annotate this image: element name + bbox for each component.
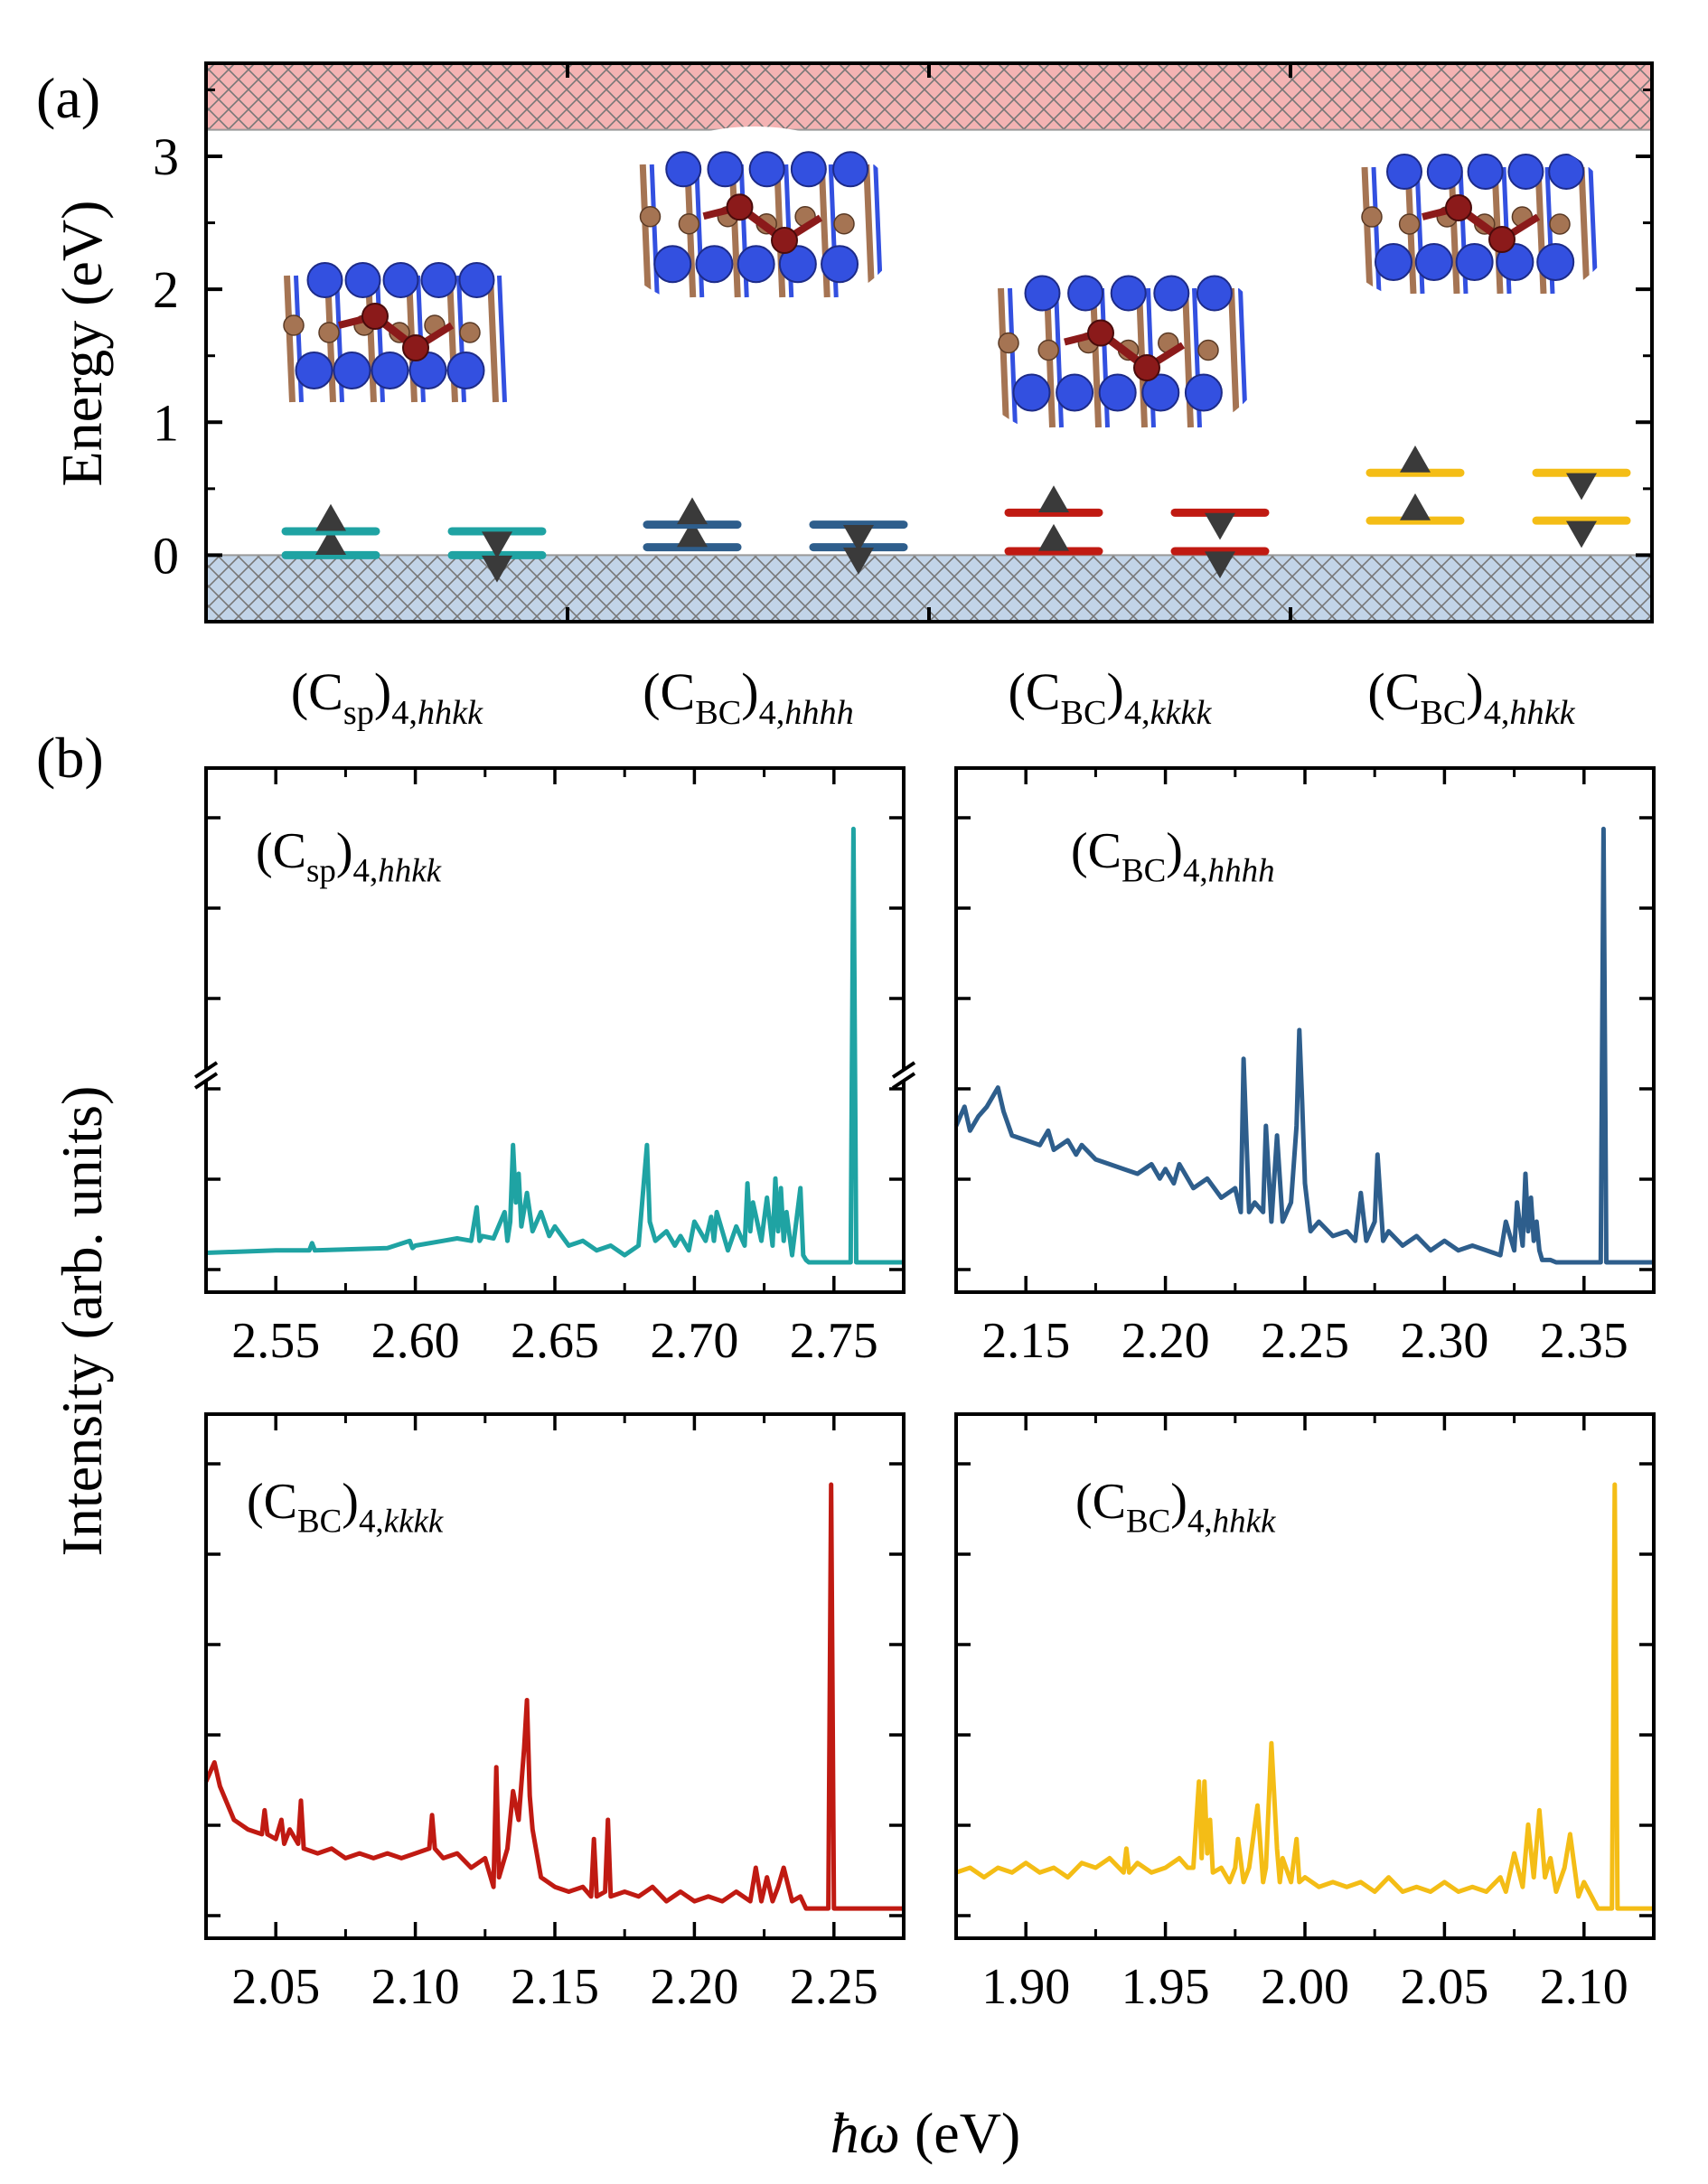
- defect-structure-image: [1328, 131, 1618, 312]
- spin-up-icon: [1400, 493, 1431, 520]
- energy-tick-label: 0: [153, 526, 179, 585]
- defect-structures: [253, 127, 1618, 447]
- energy-tick-label: 2.20: [1121, 1313, 1210, 1369]
- panel-a-energy-levels: (a) 0 1 2 3 Energy (eV) (Csp)4,hhkk (CBC)4,h…: [36, 61, 1654, 732]
- spectrum-annotation: (Csp)4,hhkk: [256, 823, 442, 889]
- level-group: [643, 497, 908, 575]
- category-labels: (Csp)4,hhkk (CBC)4,hhhh (CBC)4,kkkk (CBC)4,…: [291, 662, 1576, 732]
- energy-tick-label: 2.10: [371, 1959, 460, 2015]
- spin-down-icon: [843, 524, 874, 552]
- axis-break-mark: [193, 1061, 219, 1079]
- axis-break-mark: [891, 1072, 916, 1090]
- spectrum-line: [953, 826, 1654, 1265]
- defect-levels: [281, 445, 1631, 583]
- energy-tick-label: 1.90: [981, 1959, 1070, 2015]
- energy-tick-label: 2.25: [1261, 1313, 1349, 1369]
- spin-up-icon: [1038, 485, 1069, 512]
- spectrum-frame: [204, 1412, 906, 1940]
- level-group: [1004, 485, 1270, 579]
- spin-up-icon: [1400, 445, 1431, 473]
- spectrum-panel: 2.05 2.10 2.15 2.20 2.25 (CBC)4,kkkk: [203, 1412, 906, 2015]
- energy-tick-label: 2.15: [511, 1959, 599, 2015]
- energy-tick-label: 1: [153, 393, 179, 452]
- spin-up-icon: [315, 528, 346, 556]
- spin-down-icon: [482, 555, 512, 583]
- energy-tick-label: 2.05: [1400, 1959, 1488, 2015]
- spin-down-icon: [1205, 551, 1235, 579]
- energy-tick-label: 2.75: [790, 1313, 878, 1369]
- axis-break-mark: [891, 1061, 916, 1079]
- panel-a-label: (a): [36, 66, 100, 130]
- energy-tick-label: 2.55: [231, 1313, 320, 1369]
- spectrum-frame: [954, 766, 1656, 1294]
- spectrum-annotation: (CBC)4,hhkk: [1075, 1474, 1276, 1540]
- defect-structure-image: [605, 127, 904, 316]
- level-group: [281, 503, 547, 583]
- spectrum-panel: 1.90 1.95 2.00 2.05 2.10 (CBC)4,hhkk: [954, 1412, 1656, 2015]
- energy-tick-label: 2.00: [1261, 1959, 1349, 2015]
- category-label: (Csp)4,hhkk: [291, 662, 483, 732]
- energy-tick-label: 1.95: [1121, 1959, 1210, 2015]
- energy-tick-label: 2.10: [1540, 1959, 1628, 2015]
- level-group: [1365, 445, 1631, 548]
- energy-tick-label: 3: [153, 127, 179, 186]
- energy-tick-label: 2.30: [1400, 1313, 1488, 1369]
- energy-axis-label: Energy (eV): [50, 201, 114, 487]
- spectrum-annotation: (CBC)4,kkkk: [247, 1474, 444, 1540]
- spin-down-icon: [1566, 520, 1597, 548]
- spin-up-icon: [315, 503, 346, 531]
- defect-structure-image: [253, 239, 524, 420]
- spin-up-icon: [677, 520, 708, 548]
- spin-down-icon: [482, 531, 512, 559]
- energy-tick-label: 2.20: [650, 1959, 738, 2015]
- spectrum-panel: 2.15 2.20 2.25 2.30 2.35 (CBC)4,hhhh: [953, 766, 1656, 1369]
- spectrum-panel: 2.55 2.60 2.65 2.70 2.75 (Csp)4,hhkk: [193, 766, 916, 1369]
- category-ticks: [566, 63, 1292, 622]
- defect-structure-image: [962, 248, 1270, 447]
- band-regions: [206, 63, 1652, 622]
- category-label: (CBC)4,hhhh: [643, 662, 854, 732]
- photon-energy-axis-label: ħω (eV): [831, 2101, 1020, 2165]
- energy-tick-label: 2.70: [650, 1313, 738, 1369]
- spectrum-line: [203, 1482, 904, 1911]
- spin-down-icon: [1205, 512, 1235, 540]
- energy-tick-label: 2: [153, 260, 179, 319]
- energy-axis: 0 1 2 3: [153, 88, 1652, 585]
- intensity-axis-label: Intensity (arb. units): [50, 1086, 114, 1557]
- spin-up-icon: [677, 497, 708, 525]
- axis-break-gap: [869, 1066, 887, 1084]
- category-label: (CBC)4,kkkk: [1008, 662, 1212, 732]
- energy-tick-label: 2.65: [511, 1313, 599, 1369]
- spectrum-line: [955, 1482, 1654, 1911]
- spin-down-icon: [1566, 473, 1597, 501]
- spin-up-icon: [1038, 523, 1069, 551]
- energy-tick-label: 2.05: [231, 1959, 320, 2015]
- energy-tick-label: 2.60: [371, 1313, 460, 1369]
- energy-tick-label: 2.15: [981, 1313, 1070, 1369]
- category-label: (CBC)4,hhkk: [1367, 662, 1575, 732]
- energy-tick-label: 2.25: [790, 1959, 878, 2015]
- axis-break-mark: [193, 1072, 219, 1090]
- spin-down-icon: [843, 548, 874, 575]
- spectrum-line: [205, 826, 904, 1265]
- spectrum-annotation: (CBC)4,hhhh: [1071, 823, 1275, 889]
- energy-tick-label: 2.35: [1540, 1313, 1628, 1369]
- panel-b-label: (b): [36, 726, 104, 790]
